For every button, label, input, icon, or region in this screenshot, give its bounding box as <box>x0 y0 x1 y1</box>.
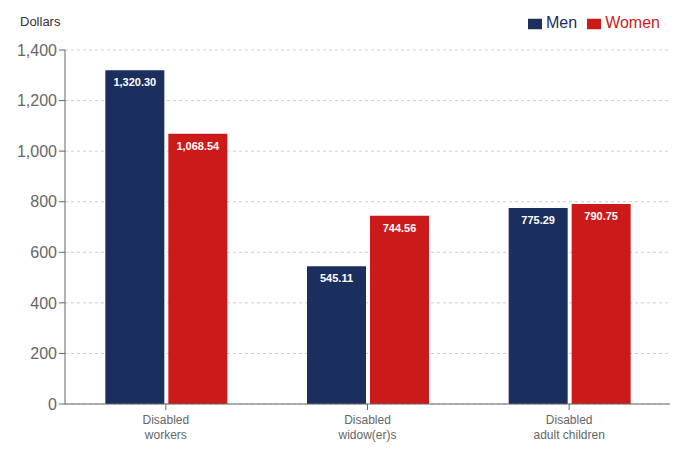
svg-text:1,200: 1,200 <box>17 92 57 109</box>
svg-text:Disabledadult children: Disabledadult children <box>533 413 604 442</box>
svg-text:600: 600 <box>30 244 57 261</box>
svg-text:1,068.54: 1,068.54 <box>176 140 220 152</box>
svg-text:775.29: 775.29 <box>521 214 555 226</box>
html-text:Men: Men <box>546 14 578 31</box>
svg-text:545.11: 545.11 <box>320 272 353 284</box>
html-text:Dollars: Dollars <box>20 14 61 29</box>
svg-text:744.56: 744.56 <box>383 222 417 234</box>
svg-text:800: 800 <box>30 193 57 210</box>
svg-text:200: 200 <box>30 345 57 362</box>
svg-text:Disabledworkers: Disabledworkers <box>142 413 189 442</box>
html-text:Women: Women <box>605 14 660 31</box>
svg-text:1,000: 1,000 <box>17 143 57 160</box>
svg-text:0: 0 <box>48 396 57 413</box>
svg-text:1,320.30: 1,320.30 <box>113 76 156 88</box>
svg-text:1,400: 1,400 <box>17 42 57 59</box>
svg-text:790.75: 790.75 <box>584 210 618 222</box>
svg-text:400: 400 <box>30 295 57 312</box>
svg-text:Disabledwidow(er)s: Disabledwidow(er)s <box>337 413 396 442</box>
